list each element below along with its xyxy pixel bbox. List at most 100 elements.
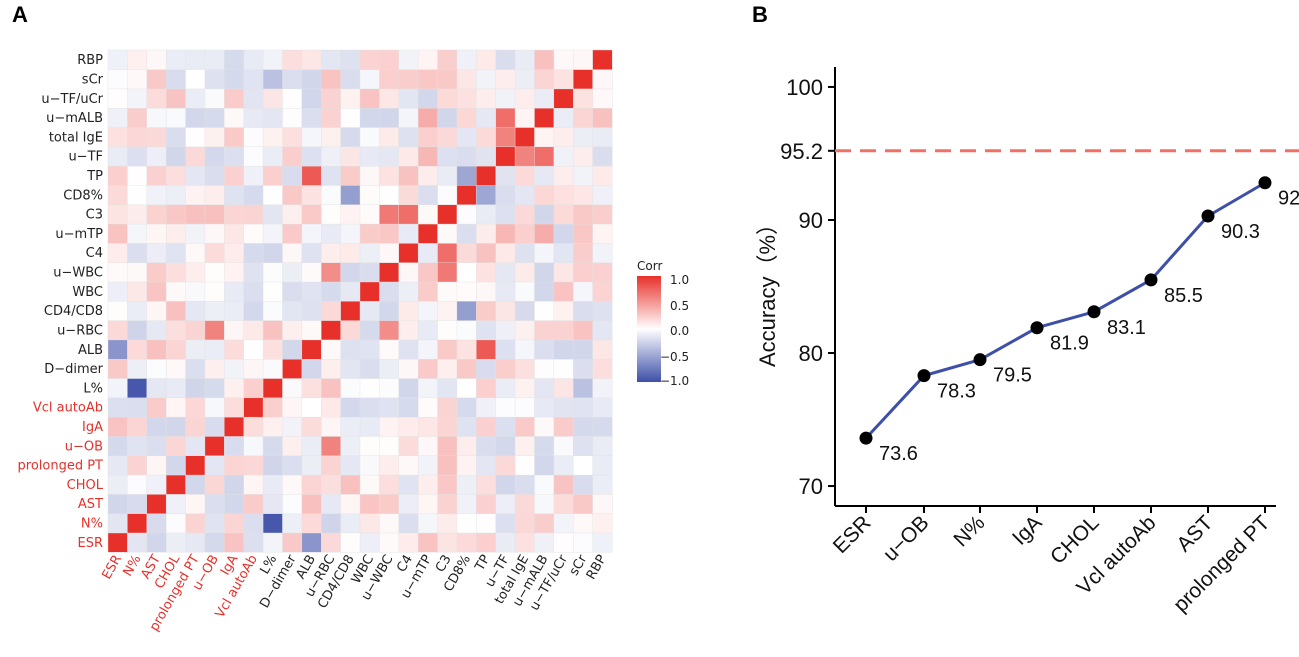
correlation-heatmap: [107, 49, 613, 553]
heatmap-cell: [592, 455, 613, 476]
heatmap-cell: [243, 435, 264, 456]
heatmap-cell: [553, 358, 574, 379]
heatmap-cell: [262, 184, 283, 205]
heatmap-cell: [456, 378, 477, 399]
heatmap-cell: [379, 127, 400, 148]
heatmap-cell: [185, 339, 206, 360]
heatmap-cell: [321, 262, 342, 283]
heatmap-cell: [243, 532, 264, 553]
heatmap-cell: [514, 223, 535, 244]
heatmap-cell: [340, 378, 361, 399]
heatmap-cell: [243, 107, 264, 128]
heatmap-cell: [165, 532, 187, 553]
heatmap-cell: [514, 455, 535, 476]
heatmap-cell: [282, 358, 303, 379]
heatmap-cell: [437, 146, 458, 167]
heatmap-cell: [262, 127, 283, 148]
heatmap-cell: [321, 69, 342, 90]
heatmap-cell: [107, 49, 128, 70]
heatmap-cell: [204, 435, 225, 456]
heatmap-cell: [495, 165, 516, 186]
heatmap-cell: [495, 223, 516, 244]
heatmap-cell: [437, 49, 458, 70]
heatmap-cell: [476, 165, 497, 186]
heatmap-cell: [301, 513, 322, 534]
heatmap-column-label: TP: [472, 552, 493, 574]
heatmap-cell: [495, 435, 516, 456]
heatmap-cell: [495, 320, 516, 341]
heatmap-row-label: u−RBC: [57, 323, 103, 338]
heatmap-cell: [476, 127, 497, 148]
heatmap-cell: [437, 165, 458, 186]
heatmap-cell: [165, 435, 187, 456]
heatmap-cell: [573, 358, 594, 379]
heatmap-row-label: CHOL: [67, 478, 104, 493]
heatmap-cell: [321, 242, 342, 263]
heatmap-cell: [107, 474, 128, 495]
heatmap-cell: [398, 204, 419, 225]
heatmap-cell: [437, 88, 458, 109]
heatmap-cell: [204, 474, 225, 495]
heatmap-cell: [476, 146, 497, 167]
heatmap-cell: [127, 339, 148, 360]
heatmap-cell: [243, 358, 264, 379]
heatmap-row-label: ESR: [78, 536, 104, 551]
heatmap-cell: [495, 242, 516, 263]
heatmap-cell: [359, 88, 380, 109]
heatmap-cell: [398, 474, 419, 495]
heatmap-row-label: u−mALB: [46, 111, 103, 126]
heatmap-cell: [282, 378, 303, 399]
heatmap-cell: [224, 88, 245, 109]
heatmap-cell: [476, 397, 497, 418]
heatmap-cell: [243, 378, 264, 399]
heatmap-cell: [204, 416, 225, 437]
heatmap-cell: [456, 320, 477, 341]
heatmap-cell: [514, 262, 535, 283]
heatmap-cell: [107, 493, 128, 514]
data-label: 85.5: [1164, 285, 1203, 307]
data-point: [1030, 321, 1044, 335]
heatmap-cell: [127, 107, 148, 128]
heatmap-cell: [514, 146, 535, 167]
heatmap-cell: [146, 127, 167, 148]
heatmap-cell: [340, 165, 361, 186]
heatmap-cell: [476, 262, 497, 283]
heatmap-cell: [495, 49, 516, 70]
heatmap-cell: [359, 532, 380, 553]
heatmap-cell: [224, 532, 245, 553]
heatmap-cell: [282, 204, 303, 225]
heatmap-cell: [107, 532, 128, 553]
heatmap-cell: [495, 127, 516, 148]
heatmap-cell: [127, 513, 148, 534]
heatmap-cell: [224, 127, 245, 148]
heatmap-cell: [398, 69, 419, 90]
heatmap-cell: [379, 242, 400, 263]
heatmap-cell: [107, 204, 128, 225]
heatmap-cell: [534, 416, 555, 437]
heatmap-cell: [185, 88, 206, 109]
heatmap-cell: [262, 455, 283, 476]
heatmap-cell: [379, 435, 400, 456]
heatmap-cell: [379, 88, 400, 109]
heatmap-cell: [224, 378, 245, 399]
heatmap-cell: [127, 320, 148, 341]
heatmap-cell: [573, 281, 594, 302]
heatmap-cell: [340, 146, 361, 167]
heatmap-cell: [127, 204, 148, 225]
heatmap-cell: [340, 416, 361, 437]
legend-tick-2: 0.5: [670, 299, 689, 313]
heatmap-cell: [476, 320, 497, 341]
heatmap-cell: [573, 262, 594, 283]
heatmap-cell: [476, 513, 497, 534]
heatmap-cell: [379, 107, 400, 128]
heatmap-cell: [573, 435, 594, 456]
heatmap-cell: [321, 146, 342, 167]
heatmap-cell: [553, 378, 574, 399]
heatmap-cell: [359, 493, 380, 514]
heatmap-cell: [534, 49, 555, 70]
heatmap-cell: [282, 242, 303, 263]
heatmap-cell: [165, 513, 187, 534]
heatmap-cell: [243, 127, 264, 148]
heatmap-cell: [573, 107, 594, 128]
heatmap-cell: [495, 493, 516, 514]
